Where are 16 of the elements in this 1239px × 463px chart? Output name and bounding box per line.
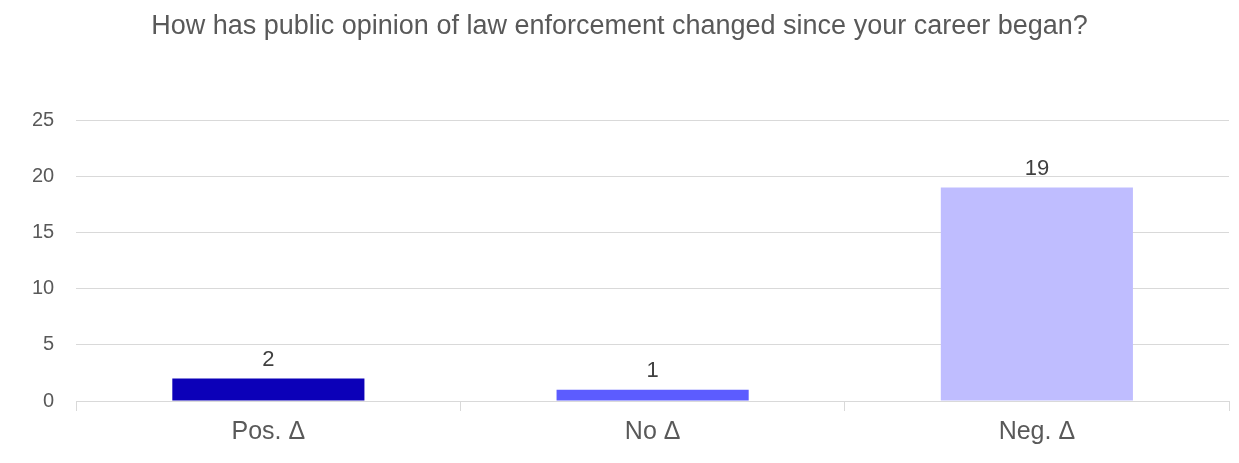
- data-label: 19: [1024, 154, 1050, 180]
- chart-title: How has public opinion of law enforcement changed since your career began?: [150, 9, 1089, 42]
- data-label: 2: [262, 345, 275, 371]
- data-label: 1: [646, 356, 659, 382]
- y-tick-label: 20: [32, 163, 55, 186]
- y-tick-label: 25: [32, 107, 55, 130]
- bar: [556, 389, 749, 401]
- bar: [940, 187, 1133, 401]
- x-tick-label: Pos. Δ: [231, 415, 306, 444]
- y-tick-label: 0: [43, 388, 55, 411]
- x-tick-label: Neg. Δ: [998, 415, 1076, 444]
- y-tick-label: 5: [43, 332, 55, 355]
- y-tick-label: 10: [32, 276, 55, 299]
- bar: [172, 378, 365, 401]
- y-tick-label: 15: [32, 219, 55, 242]
- x-tick-label: No Δ: [624, 415, 681, 444]
